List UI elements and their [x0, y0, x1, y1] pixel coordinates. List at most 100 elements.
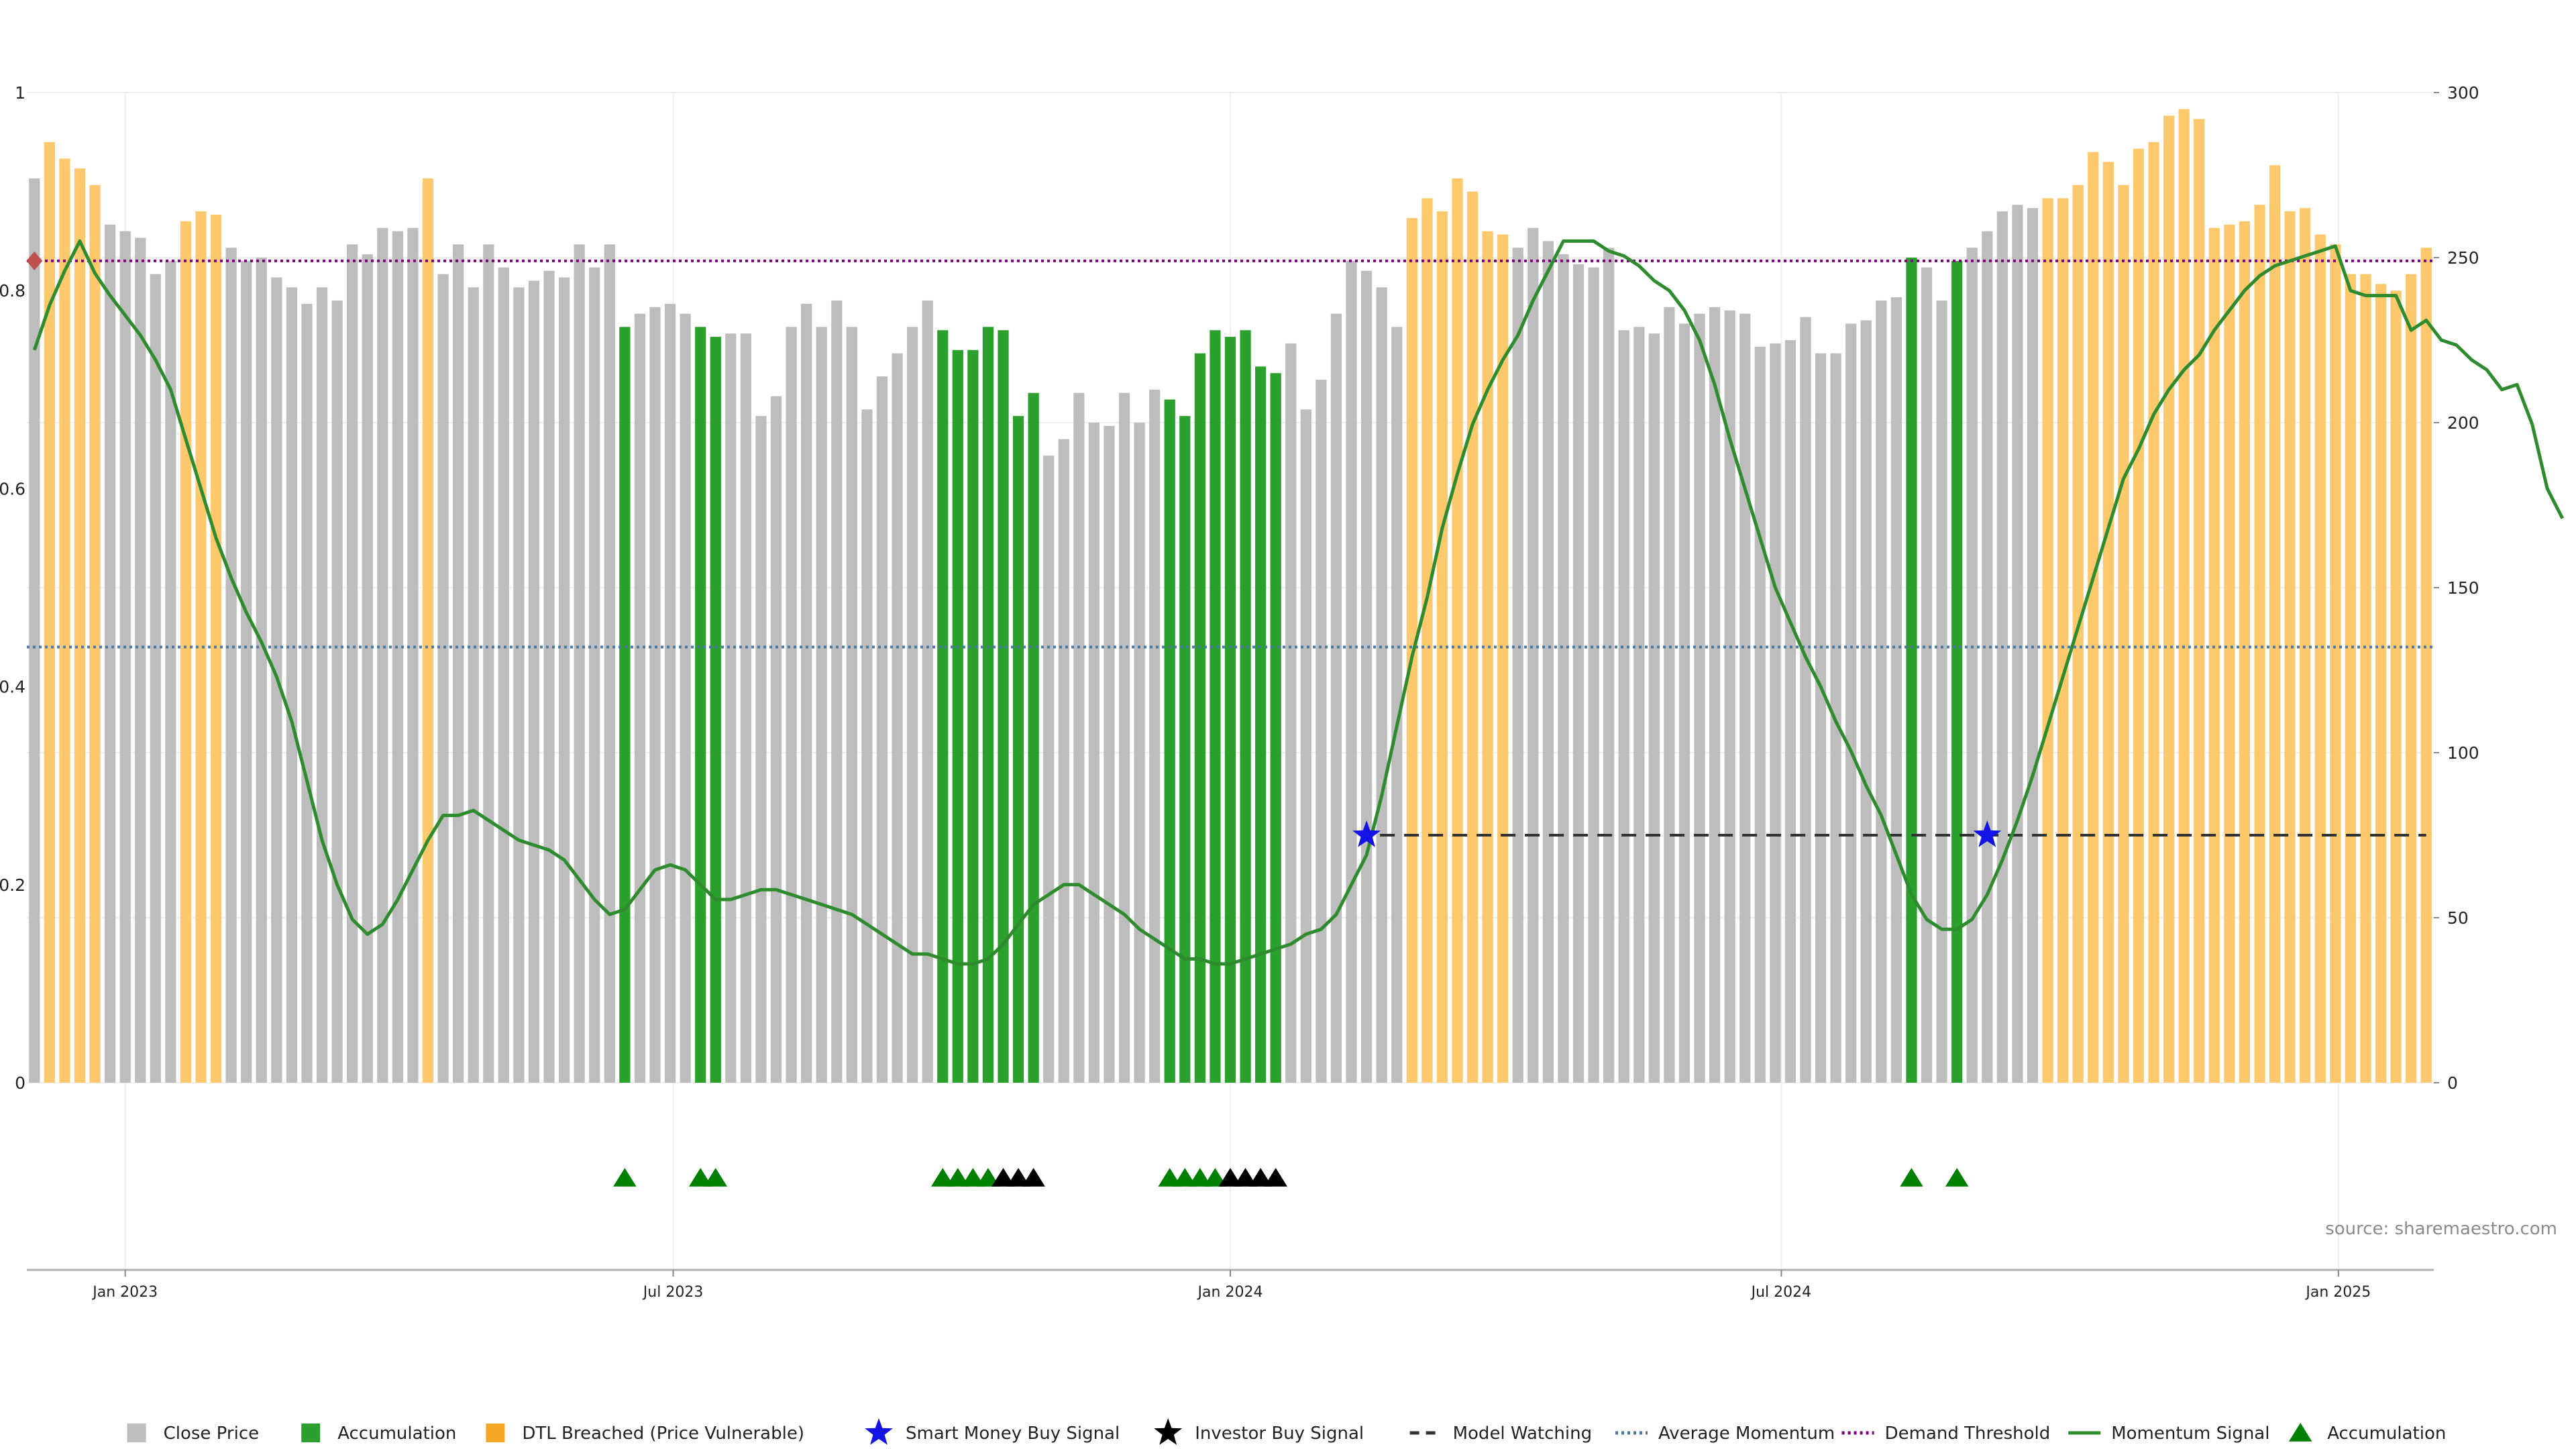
left-axis-tick-label: 1 — [15, 83, 25, 103]
close-price-bar — [664, 303, 676, 1083]
investor-buy-marker — [1218, 1168, 1242, 1187]
legend-item: Smart Money Buy Signal — [865, 1418, 1120, 1445]
dtl-bar — [195, 211, 207, 1083]
dtl-bar — [2345, 274, 2357, 1083]
right-axis-tick-label: 150 — [2447, 578, 2479, 598]
close-price-bar — [1346, 260, 1357, 1083]
close-price-bar — [407, 227, 419, 1083]
legend-label: Average Momentum — [1658, 1424, 1835, 1444]
close-price-bar — [755, 416, 767, 1083]
reference-lines — [26, 251, 2434, 837]
accumulation-marker — [688, 1168, 712, 1187]
close-price-bar — [1558, 254, 1569, 1083]
accumulation-bar — [967, 350, 979, 1083]
close-price-bar — [1572, 264, 1585, 1083]
dtl-bar — [2194, 119, 2205, 1083]
legend-label: Accumulation — [337, 1424, 456, 1444]
accumulation-bar — [982, 327, 994, 1083]
close-price-bar — [1694, 313, 1705, 1083]
close-price-bar — [786, 327, 797, 1083]
legend-label: Close Price — [164, 1424, 260, 1444]
accumulation-marker — [704, 1168, 728, 1187]
accumulation-bar — [1028, 392, 1039, 1083]
close-price-bar — [29, 178, 40, 1083]
accumulation-bar — [1951, 260, 1963, 1083]
close-price-bar — [1360, 270, 1373, 1083]
close-price-bar — [316, 287, 328, 1083]
dtl-bar — [210, 215, 222, 1083]
accumulation-bar — [1255, 366, 1267, 1083]
accumulation-marker — [1188, 1168, 1212, 1187]
legend-item: DTL Breached (Price Vulnerable) — [486, 1424, 804, 1444]
legend-star-icon — [1154, 1418, 1183, 1445]
dtl-bar — [59, 158, 70, 1083]
close-price-bar — [528, 280, 540, 1083]
close-price-bar — [1966, 248, 1978, 1083]
dtl-bar — [2148, 142, 2159, 1083]
close-price-bar — [1330, 313, 1342, 1083]
close-price-bar — [1618, 330, 1629, 1083]
dtl-bar — [89, 184, 101, 1083]
close-price-bar — [468, 287, 479, 1083]
legend-swatch — [301, 1424, 321, 1442]
close-price-bar — [1104, 425, 1115, 1083]
dtl-bar — [2254, 205, 2265, 1083]
close-price-bar — [2027, 208, 2039, 1083]
dtl-bar — [422, 178, 434, 1083]
marker-panel — [613, 1168, 1969, 1187]
close-price-bar — [331, 300, 343, 1083]
dtl-bar — [2269, 165, 2281, 1083]
dtl-bar — [2102, 162, 2114, 1083]
close-price-bar — [453, 244, 464, 1083]
investor-buy-marker — [1022, 1168, 1045, 1187]
close-price-bar — [1316, 380, 1327, 1083]
investor-buy-marker — [991, 1168, 1015, 1187]
x-axis-tick-label: Jul 2023 — [642, 1284, 704, 1301]
legend-label: Momentum Signal — [2111, 1424, 2269, 1444]
close-price-bar — [392, 231, 403, 1083]
close-price-bar — [801, 303, 812, 1083]
close-price-bar — [1709, 307, 1721, 1083]
close-price-bar — [1285, 343, 1297, 1083]
close-price-bar — [1088, 423, 1100, 1083]
close-price-bar — [1921, 267, 1933, 1083]
legend-label: Accumulation — [2327, 1424, 2446, 1444]
accumulation-bar — [1210, 330, 1221, 1083]
right-axis-tick-label: 250 — [2447, 248, 2479, 268]
accumulation-bar — [1194, 353, 1205, 1083]
dtl-bar — [2118, 184, 2129, 1083]
close-price-bar — [558, 277, 570, 1083]
close-price-bar — [1815, 353, 1827, 1083]
close-price-bar — [740, 333, 752, 1083]
investor-buy-marker — [1264, 1168, 1287, 1187]
accumulation-marker — [1158, 1168, 1181, 1187]
left-axis-tick-label: 0.2 — [0, 875, 25, 895]
close-price-bar — [634, 313, 646, 1083]
dtl-bar — [2390, 290, 2402, 1083]
legend-item: Average Momentum — [1615, 1424, 1835, 1444]
accumulation-marker — [613, 1168, 637, 1187]
close-price-bar — [892, 353, 903, 1083]
close-price-bar — [1770, 343, 1781, 1083]
accumulation-bar — [1224, 337, 1236, 1083]
close-price-bar — [816, 327, 827, 1083]
legend-item: Momentum Signal — [2068, 1424, 2269, 1444]
close-price-bar — [1376, 287, 1387, 1083]
close-price-bar — [1058, 439, 1069, 1083]
close-price-bar — [301, 303, 313, 1083]
dtl-bar — [2088, 152, 2099, 1083]
dtl-bar — [1452, 178, 1463, 1083]
dtl-bar — [1466, 191, 1479, 1083]
accumulation-marker — [1203, 1168, 1227, 1187]
momentum-signal-line — [32, 239, 2565, 966]
dtl-bar — [1497, 234, 1509, 1083]
x-axis-tick-label: Jan 2024 — [1197, 1284, 1263, 1301]
dtl-bar — [2360, 274, 2371, 1083]
close-price-bar — [1754, 346, 1766, 1083]
accumulation-bar — [1270, 373, 1281, 1083]
dtl-bar — [1421, 198, 1433, 1083]
accumulation-bar — [1179, 416, 1191, 1083]
close-price-bar — [437, 274, 449, 1083]
smart-money-buy-star — [1352, 820, 1381, 847]
